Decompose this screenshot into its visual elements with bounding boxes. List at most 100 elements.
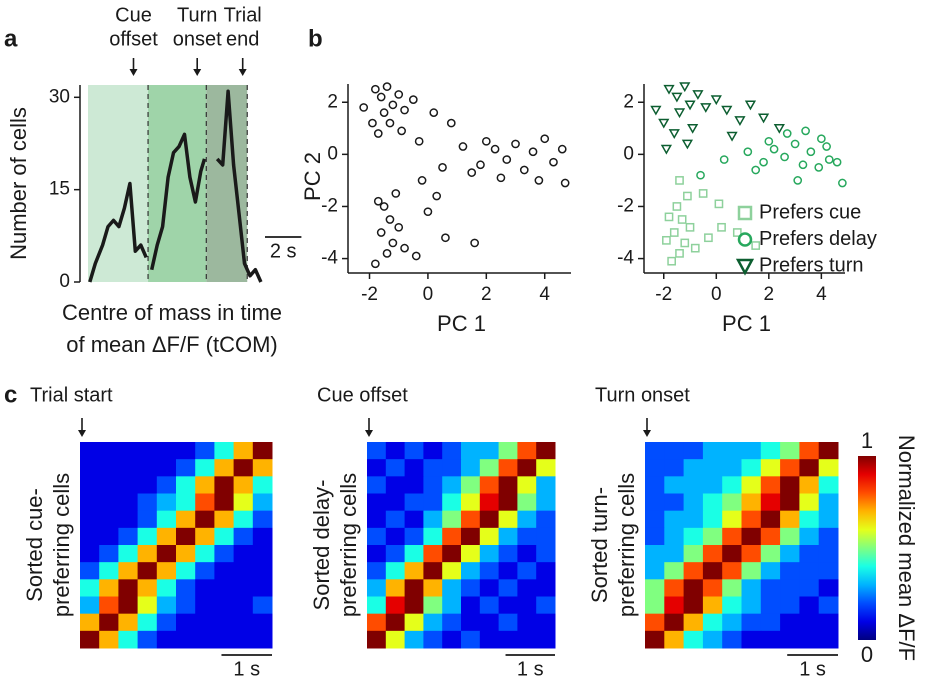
heatmap-cell <box>498 596 518 615</box>
y-tick-label: 2 <box>623 91 634 112</box>
panel-label: a <box>4 25 18 52</box>
heatmap-cell <box>176 562 196 580</box>
point <box>672 202 682 211</box>
heatmap-cell <box>741 442 762 460</box>
heatmap-cell <box>645 527 665 546</box>
heatmap-title: Trial start <box>30 384 113 406</box>
heatmap-cell <box>252 442 273 460</box>
scale-bar-label: 1 s <box>799 658 826 680</box>
heatmap-cell <box>722 562 742 580</box>
heatmap-cell <box>722 545 742 563</box>
heatmap-cell <box>818 493 839 512</box>
x-axis-label: of mean ΔF/F (tCOM) <box>66 332 278 357</box>
heatmap-cell <box>479 562 500 580</box>
heatmap-cell <box>536 545 556 563</box>
heatmap-cell <box>702 613 723 632</box>
heatmap-cell <box>367 579 387 597</box>
heatmap-cell <box>442 630 462 649</box>
heatmap-cell <box>799 596 820 615</box>
heatmap-cell <box>367 442 387 460</box>
heatmap-cell <box>214 476 235 494</box>
arrow-head <box>193 69 202 76</box>
x-tick-label: 4 <box>816 284 827 305</box>
y-axis-label: Sorted turn- <box>587 487 612 603</box>
heatmap-cell <box>156 545 177 563</box>
heatmap-cell <box>137 527 158 546</box>
heatmap-cell <box>760 510 781 529</box>
point <box>814 163 824 172</box>
point <box>685 222 695 232</box>
annotation: offset <box>109 28 158 50</box>
point <box>382 82 392 91</box>
heatmap-cell <box>137 493 158 512</box>
heatmap-cell <box>664 476 685 494</box>
heatmap-cell <box>99 493 119 512</box>
x-tick-label: -2 <box>655 284 672 305</box>
point <box>534 176 544 185</box>
colorbar-label: Normalized mean ΔF/F <box>894 435 919 661</box>
heatmap-cell <box>799 613 820 632</box>
point <box>679 82 691 93</box>
heatmap-cell <box>423 527 443 546</box>
y-axis-label: PC 2 <box>300 152 325 201</box>
heatmap-cell <box>780 579 800 597</box>
heatmap-cell <box>683 579 704 597</box>
x-tick-label: 2 <box>481 284 492 305</box>
heatmap-cell <box>741 527 762 546</box>
heatmap-cell <box>176 613 196 632</box>
heatmap-cell <box>461 596 481 615</box>
y-tick-label: -2 <box>617 195 634 216</box>
heatmap-cell <box>664 630 685 649</box>
heatmap-cell <box>741 579 762 597</box>
heatmap-cell <box>536 442 556 460</box>
heatmap-cell <box>233 579 254 597</box>
colorbar <box>858 456 876 640</box>
point <box>698 189 708 198</box>
heatmap-cell <box>722 493 742 512</box>
heatmap-title: Turn onset <box>595 384 690 406</box>
heatmap-cell <box>664 562 685 580</box>
heatmap-cell <box>645 630 665 649</box>
point <box>446 118 456 128</box>
heatmap-cell <box>683 493 704 512</box>
y-tick-label: 0 <box>59 271 70 292</box>
heatmap-cell <box>741 545 762 563</box>
heatmap-cell <box>479 442 500 460</box>
heatmap-cell <box>99 596 119 615</box>
heatmap-cell <box>442 613 462 632</box>
heatmap-cell <box>118 510 139 529</box>
point <box>684 100 696 111</box>
heatmap-cell <box>385 527 406 546</box>
heatmap-cell <box>780 630 800 649</box>
point <box>496 173 506 183</box>
heatmap-cell <box>536 476 556 494</box>
point <box>734 116 746 126</box>
heatmap-cell <box>252 562 273 580</box>
heatmap-cell <box>214 613 235 632</box>
heatmap-cell <box>423 613 443 632</box>
heatmap-cell <box>702 476 723 494</box>
point <box>824 155 834 164</box>
heatmap-cell <box>760 476 781 494</box>
heatmap-cell <box>517 459 537 477</box>
heatmap-cell <box>233 459 254 477</box>
point <box>376 92 386 102</box>
heatmap-cell <box>176 442 196 460</box>
heatmap-cell <box>118 493 139 512</box>
point <box>373 196 383 206</box>
point <box>719 155 729 164</box>
legend-label: Prefers delay <box>759 228 877 250</box>
heatmap-cell <box>176 476 196 494</box>
heatmap-cell <box>818 630 839 649</box>
point <box>397 126 406 136</box>
point <box>743 147 753 157</box>
point <box>667 256 676 266</box>
heatmap-cell <box>780 476 800 494</box>
heatmap-cell <box>252 476 273 494</box>
y-tick-label: -4 <box>617 248 634 269</box>
heatmap-cell <box>156 562 177 580</box>
point <box>441 233 450 243</box>
heatmap-cell <box>479 493 500 512</box>
heatmap-cell <box>195 596 215 615</box>
heatmap-cell <box>722 527 742 546</box>
